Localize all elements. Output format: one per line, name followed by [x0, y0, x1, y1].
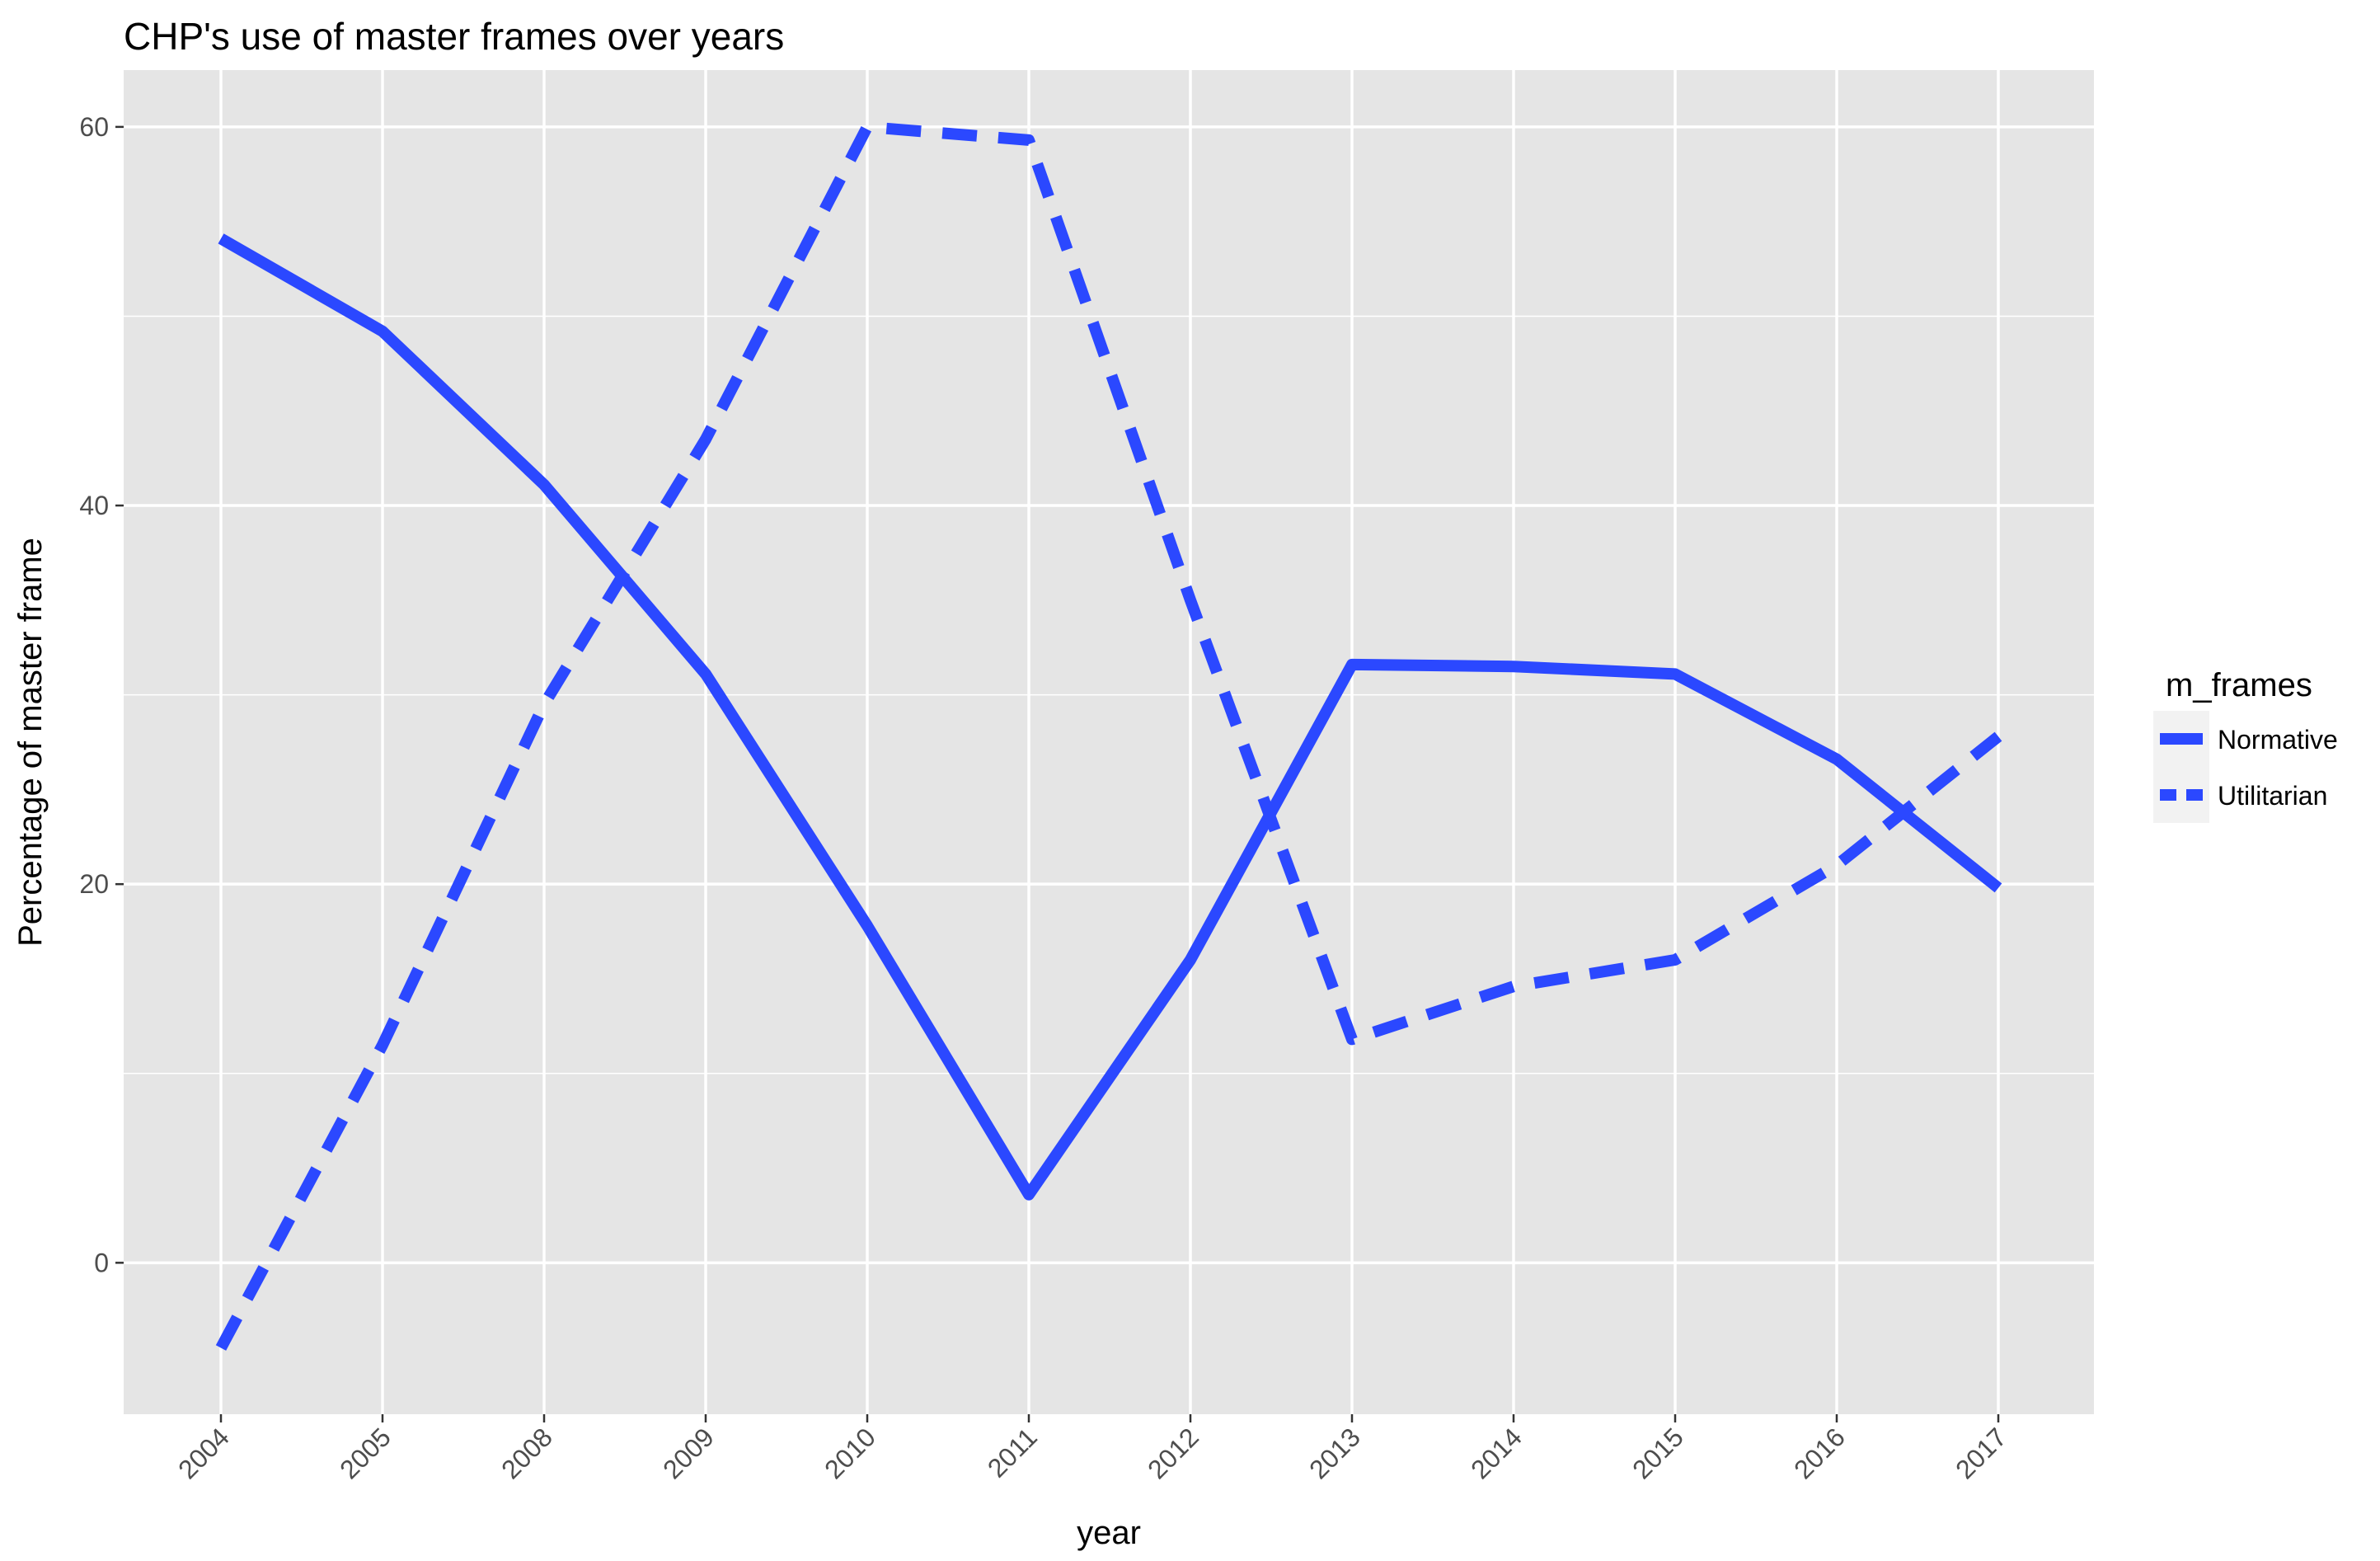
x-tick-label: 2017 — [1950, 1422, 2012, 1484]
x-axis: 2004 2005 2008 2009 2010 2011 2012 2013 2014 2015… — [172, 1414, 2012, 1484]
y-tick-label: 0 — [94, 1248, 109, 1277]
legend-label-normative: Normative — [2218, 725, 2338, 755]
x-tick-label: 2013 — [1303, 1422, 1366, 1484]
x-tick-label: 2008 — [495, 1422, 558, 1484]
y-tick-label: 20 — [79, 869, 109, 899]
series-line-normative — [218, 233, 2002, 1201]
x-tick-label: 2012 — [1142, 1422, 1204, 1484]
x-axis-title: year — [1077, 1515, 1141, 1551]
x-tick-label: 2014 — [1465, 1422, 1528, 1484]
series-layer — [215, 120, 2002, 1351]
x-tick-label: 2011 — [982, 1422, 1043, 1483]
series-line-utilitarian — [215, 120, 2002, 1351]
major-grid — [124, 70, 2094, 1414]
plot-panel — [124, 70, 2094, 1414]
x-tick-label: 2015 — [1627, 1422, 1689, 1484]
y-axis: 0 20 40 60 — [79, 112, 124, 1277]
y-tick-label: 60 — [79, 112, 109, 142]
x-tick-label: 2004 — [172, 1422, 235, 1484]
chart-title: CHP's use of master frames over years — [124, 15, 784, 58]
legend: m_frames Normative Utilitarian — [2153, 667, 2338, 823]
y-axis-title: Percentage of master frame — [12, 538, 49, 947]
legend-label-utilitarian: Utilitarian — [2218, 781, 2327, 811]
x-tick-label: 2005 — [334, 1422, 397, 1484]
x-tick-label: 2016 — [1788, 1422, 1851, 1484]
y-tick-label: 40 — [79, 491, 109, 520]
x-tick-label: 2009 — [657, 1422, 720, 1484]
legend-title: m_frames — [2166, 667, 2312, 703]
x-tick-label: 2010 — [819, 1422, 881, 1484]
